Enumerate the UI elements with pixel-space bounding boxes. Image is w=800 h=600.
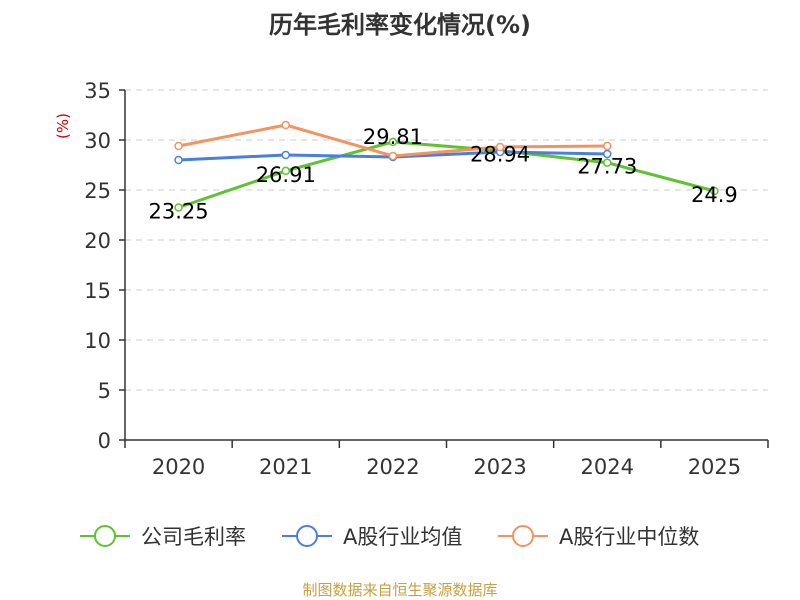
series-group (174, 120, 719, 212)
point-s0-2021 (281, 166, 290, 176)
point-s2-2020 (174, 141, 183, 151)
legend-label-1: A股行业均值 (343, 525, 462, 549)
data-label-2025: 24.9 (691, 183, 738, 207)
point-s1-2021 (281, 150, 290, 160)
data-label-2023: 28.94 (470, 143, 530, 167)
y-tick-label: 20 (84, 229, 111, 253)
grid-lines (125, 89, 768, 391)
series-line-0 (178, 140, 715, 209)
source-note: 制图数据来自恒生聚源数据库 (302, 581, 497, 599)
x-tick-label-2021: 2021 (259, 455, 312, 479)
point-s1-2024 (603, 149, 612, 159)
legend-label-2: A股行业中位数 (559, 525, 699, 549)
x-tick-label-2024: 2024 (581, 455, 634, 479)
chart-title: 历年毛利率变化情况(%) (269, 11, 531, 39)
point-s0-2022 (388, 137, 398, 147)
point-s2-2024 (603, 141, 612, 151)
x-tick-label-2023: 2023 (473, 455, 526, 479)
data-labels: 23.25 26.91 29.81 28.94 27.73 24.9 (149, 125, 738, 224)
y-tick-label: 30 (84, 129, 111, 153)
legend-marker-1 (296, 525, 318, 547)
y-tick-label: 15 (84, 279, 111, 303)
point-s0-2020 (174, 203, 183, 212)
legend-label-0: 公司毛利率 (141, 525, 246, 549)
point-s1-2020 (174, 155, 183, 165)
legend: 公司毛利率 A股行业均值 A股行业中位数 (80, 525, 699, 549)
y-axis-label: (%) (54, 113, 72, 139)
y-tick-label: 25 (84, 179, 111, 203)
x-tick-label-2025: 2025 (688, 455, 741, 479)
point-s2-2022 (388, 151, 398, 161)
data-label-2020: 23.25 (149, 200, 209, 224)
y-tick-label: 35 (84, 79, 111, 103)
data-label-2021: 26.91 (256, 163, 316, 187)
y-tick-label: 5 (98, 379, 111, 403)
legend-marker-2 (512, 525, 534, 547)
point-s2-2023 (495, 142, 505, 152)
y-tick-label: 10 (84, 329, 111, 353)
point-s0-2025 (710, 186, 719, 196)
y-tick-label: 0 (98, 429, 111, 453)
data-label-2022: 29.81 (363, 125, 423, 149)
data-label-2024: 27.73 (577, 155, 637, 179)
point-s0-2024 (603, 158, 612, 167)
x-tick-label-2022: 2022 (366, 455, 419, 479)
point-s2-2021 (281, 120, 290, 130)
x-tick-label-2020: 2020 (152, 455, 205, 479)
legend-marker-0 (94, 525, 116, 547)
